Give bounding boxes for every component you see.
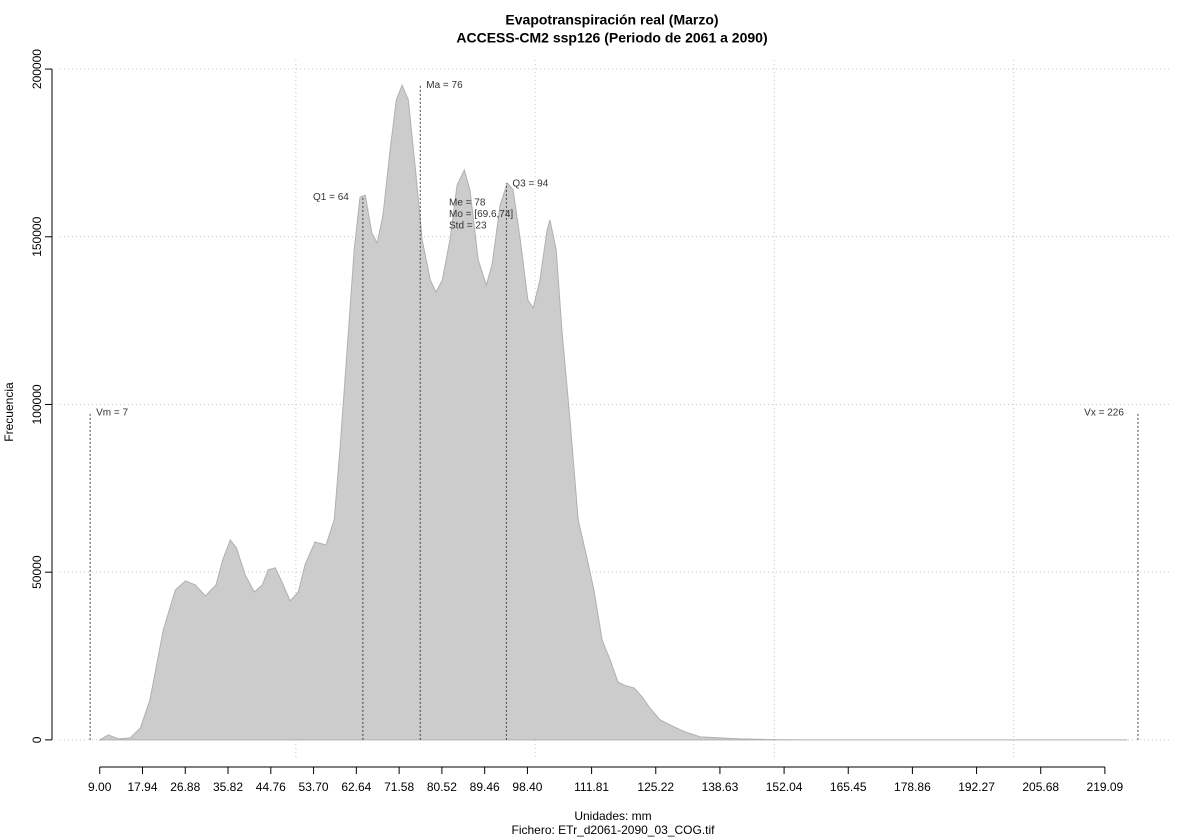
y-tick-label: 150000 bbox=[30, 216, 44, 256]
caption: Fichero: ETr_d2061-2090_03_COG.tif bbox=[512, 823, 716, 837]
x-tick-label: 9.00 bbox=[88, 780, 112, 794]
x-tick-label: 80.52 bbox=[427, 780, 457, 794]
x-tick-label: 98.40 bbox=[512, 780, 542, 794]
stat-label: Q1 = 64 bbox=[313, 192, 349, 203]
x-tick-label: 219.09 bbox=[1087, 780, 1124, 794]
x-tick-label: 125.22 bbox=[637, 780, 674, 794]
stat-label: Q3 = 94 bbox=[512, 179, 548, 190]
y-tick-label: 0 bbox=[30, 736, 44, 743]
y-tick-label: 200000 bbox=[30, 49, 44, 89]
x-tick-label: 111.81 bbox=[574, 780, 609, 794]
x-tick-label: 53.70 bbox=[299, 780, 329, 794]
x-tick-label: 138.63 bbox=[702, 780, 739, 794]
x-tick-label: 205.68 bbox=[1022, 780, 1059, 794]
stat-label: Vm = 7 bbox=[96, 407, 128, 418]
x-tick-label: 152.04 bbox=[766, 780, 803, 794]
stat-label: Ma = 76 bbox=[426, 80, 463, 91]
density-area bbox=[99, 83, 1128, 741]
x-tick-label: 17.94 bbox=[127, 780, 157, 794]
y-axis-label: Frecuencia bbox=[2, 382, 16, 442]
x-tick-label: 178.86 bbox=[894, 780, 931, 794]
chart-subtitle: ACCESS-CM2 ssp126 (Periodo de 2061 a 209… bbox=[456, 30, 767, 46]
y-tick-label: 100000 bbox=[30, 384, 44, 424]
stat-label: Vx = 226 bbox=[1084, 407, 1124, 418]
annotation: Std = 23 bbox=[449, 221, 487, 232]
x-tick-label: 192.27 bbox=[958, 780, 995, 794]
chart-title: Evapotranspiración real (Marzo) bbox=[505, 12, 718, 28]
x-tick-label: 89.46 bbox=[470, 780, 500, 794]
annotation: Mo = [69.6,74] bbox=[449, 209, 513, 220]
x-tick-label: 62.64 bbox=[341, 780, 371, 794]
x-tick-label: 26.88 bbox=[170, 780, 200, 794]
x-tick-label: 44.76 bbox=[256, 780, 286, 794]
x-tick-label: 35.82 bbox=[213, 780, 243, 794]
x-tick-label: 71.58 bbox=[384, 780, 414, 794]
annotation: Me = 78 bbox=[449, 198, 486, 209]
x-axis-label: Unidades: mm bbox=[574, 809, 651, 823]
x-tick-label: 165.45 bbox=[830, 780, 867, 794]
y-tick-label: 50000 bbox=[30, 555, 44, 589]
